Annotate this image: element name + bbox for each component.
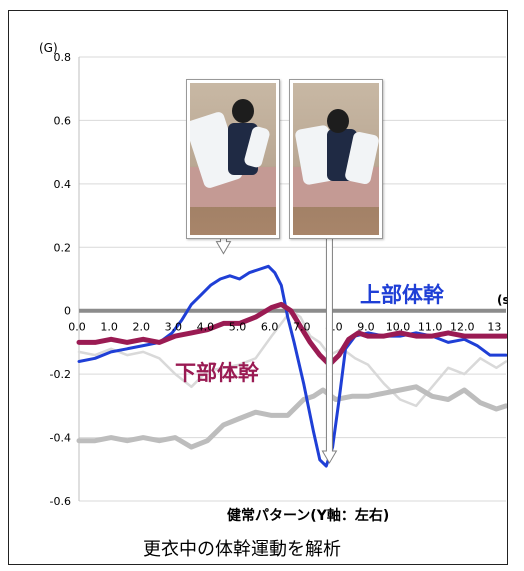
chart-frame: 0.8 0.6 0.4 0.2 0 -0.2 -0.4 -0.6 0.0 1.0 2.0 3.0 4.0… — [8, 10, 508, 565]
y-tick-label: 0 — [64, 305, 71, 318]
x-axis-title: 健常パターン(Y軸：左右) — [227, 508, 390, 524]
y-tick-label: -0.6 — [50, 495, 71, 508]
lower-trunk-label: 下部体幹 — [175, 361, 259, 385]
y-tick-label: 0.4 — [54, 178, 72, 191]
x-tick-label: 13 — [487, 321, 501, 334]
series-line-1 — [76, 301, 507, 368]
callout-arrow-1 — [321, 236, 338, 464]
x-tick-label: 0.0 — [68, 321, 86, 334]
y-tick-label: 0.6 — [54, 114, 72, 127]
x-tick-label: 5.0 — [229, 321, 247, 334]
x-unit-label: (s — [497, 293, 507, 307]
figure-caption: 更衣中の体幹運動を解析 — [143, 539, 341, 560]
series-line-3 — [77, 309, 507, 408]
y-tick-label: -0.2 — [50, 368, 71, 381]
line-chart: 0.8 0.6 0.4 0.2 0 -0.2 -0.4 -0.6 0.0 1.0 2.0 3.0 4.0… — [50, 51, 507, 508]
y-unit-label: (G) — [39, 41, 58, 55]
x-tick-label: 12.0 — [450, 321, 475, 334]
photo-lower-trunk-moment — [289, 79, 383, 239]
series-line-2 — [76, 384, 507, 450]
y-tick-label: 0.8 — [54, 51, 72, 64]
x-tick-label: 6.0 — [261, 321, 279, 334]
photo-upper-trunk-moment — [186, 79, 280, 239]
y-tick-label: 0.2 — [54, 241, 72, 254]
x-tick-label: 10.0 — [386, 321, 411, 334]
x-tick-label: 11.0 — [418, 321, 443, 334]
callout-arrow-0 — [215, 236, 232, 255]
x-tick-label: 7.0 — [293, 321, 311, 334]
x-tick-label: 1.0 — [100, 321, 118, 334]
x-tick-label: 3.0 — [165, 321, 183, 334]
y-tick-label: -0.4 — [50, 432, 71, 445]
x-tick-label: 2.0 — [132, 321, 150, 334]
upper-trunk-label: 上部体幹 — [360, 283, 444, 307]
x-tick-label: 4.0 — [197, 321, 215, 334]
x-tick-label: 9.0 — [357, 321, 375, 334]
